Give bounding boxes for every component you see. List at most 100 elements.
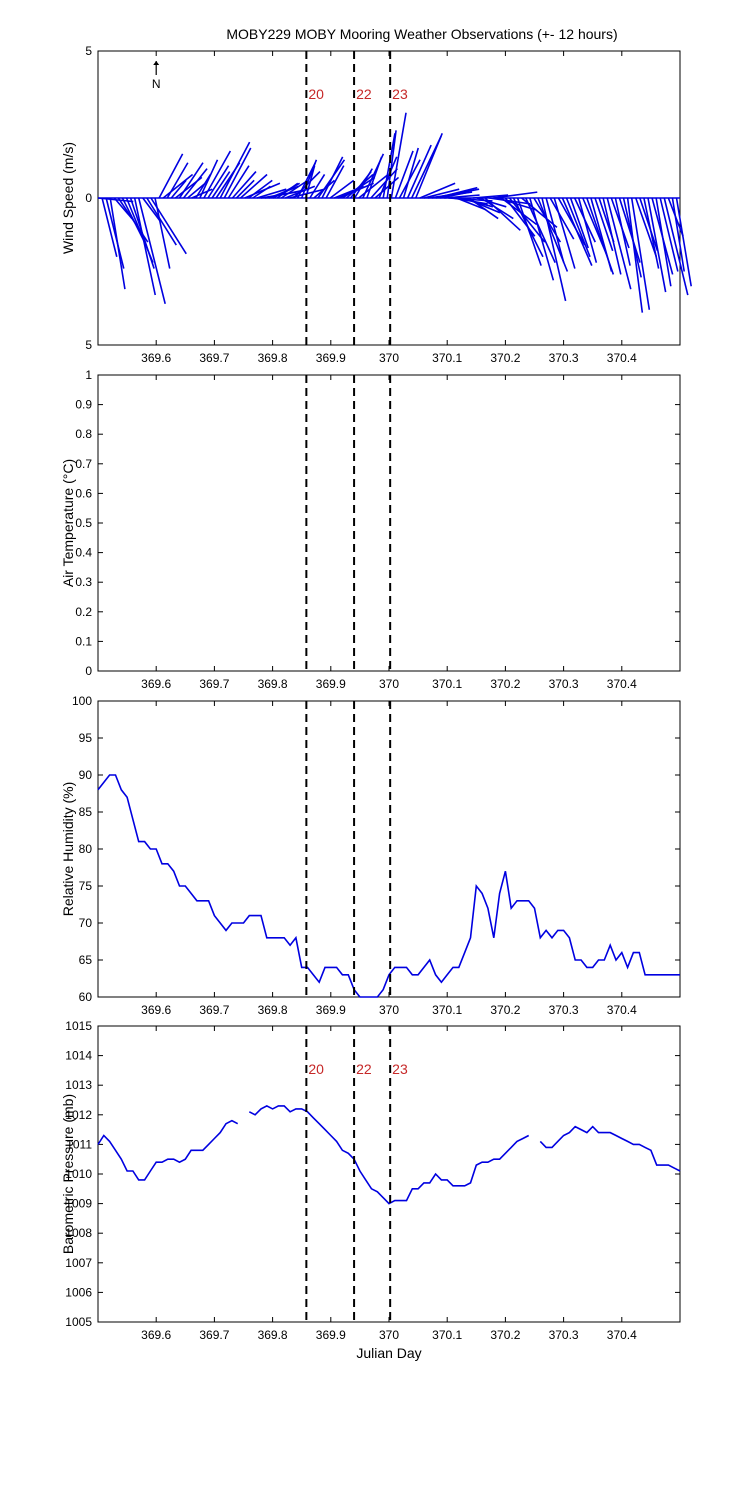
y-tick-label: 1011 — [66, 1137, 92, 1151]
x-tick-label: 369.9 — [316, 1328, 346, 1342]
wind-stick — [419, 182, 456, 199]
wind-stick — [358, 173, 389, 199]
marker-label: 22 — [356, 1061, 372, 1077]
wind-stick — [406, 144, 432, 199]
x-tick-label: 369.7 — [199, 351, 229, 365]
x-tick-label: 370.1 — [432, 677, 462, 691]
series-line — [97, 1119, 239, 1181]
wind-stick — [402, 147, 420, 199]
x-tick-label: 370.4 — [607, 351, 637, 365]
wind-stick — [671, 197, 685, 272]
wind-stick — [508, 197, 546, 243]
wind-stick — [565, 197, 591, 258]
y-tick-label: 1010 — [65, 1167, 92, 1181]
wind-stick — [626, 197, 644, 313]
wind-stick — [219, 141, 251, 199]
wind-stick — [549, 197, 575, 240]
wind-stick — [211, 171, 231, 199]
wind-stick — [137, 197, 166, 305]
x-tick-label: 369.8 — [258, 677, 288, 691]
y-tick-label: 5 — [85, 338, 92, 352]
wind-stick — [577, 197, 598, 263]
y-tick-label: 5 — [85, 44, 92, 58]
series-line — [248, 1104, 530, 1205]
wind-stick — [602, 197, 622, 275]
y-tick-label: 75 — [79, 879, 93, 893]
x-tick-label: 369.6 — [141, 1003, 171, 1017]
x-tick-label: 370.2 — [490, 1328, 520, 1342]
wind-stick — [525, 197, 556, 264]
x-tick-label: 369.6 — [141, 1328, 171, 1342]
x-tick-label: 369.9 — [316, 677, 346, 691]
wind-stick — [635, 197, 658, 258]
wind-stick — [541, 197, 567, 302]
wind-stick — [366, 156, 383, 199]
wind-stick — [248, 179, 273, 199]
wind-stick — [630, 197, 651, 310]
panels: 369.6 369.7 369.8 369.9 370 370.1 370.2 370.3 37… — [60, 44, 692, 1361]
panel-barometric-pressure: 369.6 369.7 369.8 369.9 370 370.1 370.2 370.3 37… — [60, 1019, 681, 1361]
wind-stick — [329, 179, 355, 199]
y-tick-label: 0.5 — [75, 516, 92, 530]
x-tick-label: 370.1 — [432, 351, 462, 365]
wind-stick — [382, 133, 396, 199]
x-tick-label: 370.4 — [607, 677, 637, 691]
y-tick-label: 1008 — [65, 1226, 92, 1240]
x-axis-label: Julian Day — [356, 1345, 421, 1361]
wind-stick — [309, 174, 326, 199]
wind-stick — [256, 188, 287, 199]
series-line — [97, 774, 680, 998]
north-arrow-icon — [153, 61, 160, 65]
wind-stick — [468, 197, 499, 220]
wind-stick — [516, 197, 542, 266]
panel-air-temperature: 369.6 369.7 369.8 369.9 370 370.1 370.2 370.3 37… — [60, 368, 681, 691]
y-tick-label: 1015 — [65, 1019, 92, 1033]
y-tick-label: 1005 — [65, 1315, 92, 1329]
x-tick-label: 369.7 — [199, 1328, 229, 1342]
y-tick-label: 1006 — [65, 1285, 92, 1299]
y-tick-label: 70 — [79, 916, 93, 930]
wind-stick — [415, 133, 443, 199]
x-tick-label: 369.8 — [258, 1003, 288, 1017]
wind-stick — [655, 197, 672, 287]
wind-stick — [378, 156, 398, 199]
plot-frame — [97, 700, 681, 998]
wind-stick — [663, 197, 689, 296]
y-tick-label: 0.3 — [75, 575, 92, 589]
wind-stick — [569, 197, 589, 249]
x-tick-label: 369.8 — [258, 1328, 288, 1342]
x-tick-label: 369.7 — [199, 677, 229, 691]
wind-stick — [178, 162, 204, 199]
wind-stick — [235, 179, 255, 199]
wind-stick — [675, 197, 692, 287]
wind-stick — [146, 197, 177, 246]
wind-stick — [643, 197, 660, 269]
y-tick-label: 1012 — [65, 1108, 92, 1122]
y-tick-label: 90 — [79, 768, 93, 782]
x-tick-label: 370.1 — [432, 1003, 462, 1017]
y-tick-label: 60 — [79, 990, 93, 1004]
x-tick-label: 369.6 — [141, 677, 171, 691]
x-tick-label: 369.9 — [316, 351, 346, 365]
y-tick-label: 0.4 — [75, 546, 92, 560]
y-tick-label: 95 — [79, 731, 93, 745]
wind-stick — [276, 182, 299, 199]
x-tick-label: 370.4 — [607, 1328, 637, 1342]
y-tick-label: 0.8 — [75, 427, 92, 441]
wind-stick — [325, 165, 345, 199]
marker-label: 20 — [308, 86, 324, 102]
x-tick-label: 370 — [379, 1328, 399, 1342]
wind-stick — [154, 197, 171, 269]
wind-stick — [423, 188, 460, 199]
x-tick-label: 370 — [379, 1003, 399, 1017]
y-axis-label: Relative Humidity (%) — [60, 782, 76, 917]
wind-stick — [484, 197, 521, 231]
wind-stick — [227, 165, 250, 199]
y-tick-label: 80 — [79, 842, 93, 856]
x-tick-label: 370.3 — [549, 1003, 579, 1017]
x-tick-label: 370.2 — [490, 351, 520, 365]
wind-sticks — [97, 112, 692, 313]
series-line — [539, 1125, 681, 1172]
wind-stick — [435, 186, 478, 199]
